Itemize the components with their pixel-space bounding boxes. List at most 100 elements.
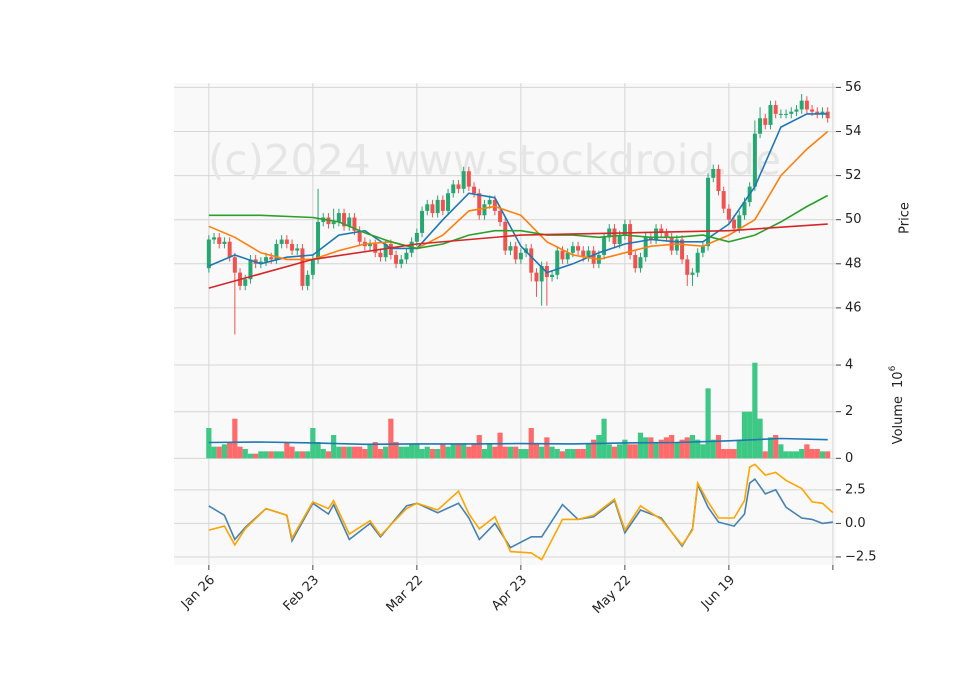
volume-bar: [617, 444, 623, 459]
candle-body: [721, 191, 726, 209]
candle-body: [804, 100, 809, 110]
candle-body: [654, 228, 659, 240]
volume-bar: [627, 444, 633, 459]
volume-bar: [762, 451, 768, 459]
volume-bar: [601, 418, 607, 459]
volume-bar: [752, 362, 758, 459]
candle-body: [529, 248, 534, 273]
volume-bar: [414, 444, 420, 459]
candle-body: [248, 259, 253, 280]
volume-bar: [637, 432, 644, 459]
x-tick-label: Feb 23: [281, 573, 323, 615]
volume-bar: [653, 442, 659, 459]
volume-bar: [419, 449, 425, 459]
candle-body: [212, 237, 217, 240]
volume-bar: [788, 451, 794, 459]
grid: [174, 83, 841, 565]
volume-scale-exponent: 6: [888, 365, 898, 371]
volume-bar: [814, 449, 820, 459]
candle-body: [430, 204, 435, 214]
candle-body: [352, 217, 357, 231]
candle-body: [555, 250, 560, 275]
y-tick-label: 52: [845, 168, 862, 183]
volume-bar: [632, 444, 638, 459]
candle-body: [789, 111, 794, 114]
volume-bar: [793, 451, 800, 459]
candle-body: [659, 228, 664, 233]
candle-body: [498, 210, 503, 222]
candle-body: [440, 199, 445, 211]
candle-body: [284, 239, 289, 244]
volume-bar: [227, 442, 233, 459]
candle-body: [742, 202, 747, 216]
volume-bar: [819, 451, 826, 459]
marks: [206, 94, 834, 561]
volume-bar: [325, 451, 332, 459]
volume-bar: [700, 444, 706, 459]
volume-bar: [258, 451, 264, 459]
candle-body: [414, 232, 419, 242]
volume-bar: [804, 444, 810, 459]
volume-bar: [565, 449, 571, 459]
volume-bar: [289, 446, 295, 459]
watermark: (c)2024 www.stockdroid.de: [208, 136, 781, 185]
volume-bar: [211, 446, 217, 459]
candle-body: [768, 105, 773, 125]
volume-bar: [611, 446, 618, 459]
x-tick-label: Jun 19: [698, 573, 738, 613]
candle-body: [685, 259, 690, 275]
volume-bar: [279, 451, 285, 459]
volume-bar: [487, 444, 493, 459]
candle-body: [674, 239, 679, 251]
candle-body: [784, 113, 789, 115]
x-tick-label: May 22: [590, 573, 634, 617]
volume-bar: [377, 449, 384, 459]
volume-bar: [294, 451, 300, 459]
candle-body: [331, 221, 336, 225]
volume-bar: [403, 446, 410, 459]
volume-bar: [383, 446, 389, 459]
volume-bar: [778, 444, 784, 459]
volume-bar: [357, 446, 363, 459]
y-tick-label: 50: [845, 212, 862, 227]
candle-body: [539, 266, 544, 282]
y-tick-label: 4: [845, 358, 853, 373]
y-tick-label: 48: [845, 256, 862, 271]
candle-body: [810, 109, 815, 112]
candle-body: [206, 239, 211, 269]
volume-bar: [253, 453, 259, 459]
candle-body: [300, 248, 305, 286]
volume-bar: [689, 435, 696, 459]
candle-body: [815, 111, 820, 114]
candle-body: [295, 248, 300, 251]
volume-bar: [466, 446, 472, 459]
candle-body: [664, 232, 669, 238]
volume-bar: [471, 444, 477, 459]
candle-body: [695, 252, 700, 273]
candle-body: [648, 237, 653, 240]
candle-body: [732, 219, 737, 229]
candle-body: [617, 235, 622, 244]
volume-bar: [273, 451, 280, 459]
volume-bar: [424, 446, 430, 459]
volume-bar: [741, 411, 748, 459]
volume-bar: [658, 439, 664, 459]
candle-body: [518, 252, 523, 260]
candle-body: [581, 250, 586, 258]
candle-body: [773, 105, 778, 114]
candle-body: [622, 224, 627, 236]
volume-bar: [731, 449, 737, 459]
volume-bar: [450, 444, 456, 459]
x-tick-label: Mar 22: [384, 573, 427, 616]
x-tick-label: Apr 23: [489, 573, 530, 614]
volume-scale-base: 10: [891, 371, 906, 388]
volume-bar: [767, 437, 774, 459]
volume-bar: [237, 446, 243, 459]
candle-body: [602, 237, 607, 255]
candle-body: [258, 261, 263, 264]
volume-bar: [409, 444, 415, 459]
candle-body: [477, 193, 482, 216]
candle-body: [290, 243, 295, 251]
candle-body: [394, 254, 399, 264]
